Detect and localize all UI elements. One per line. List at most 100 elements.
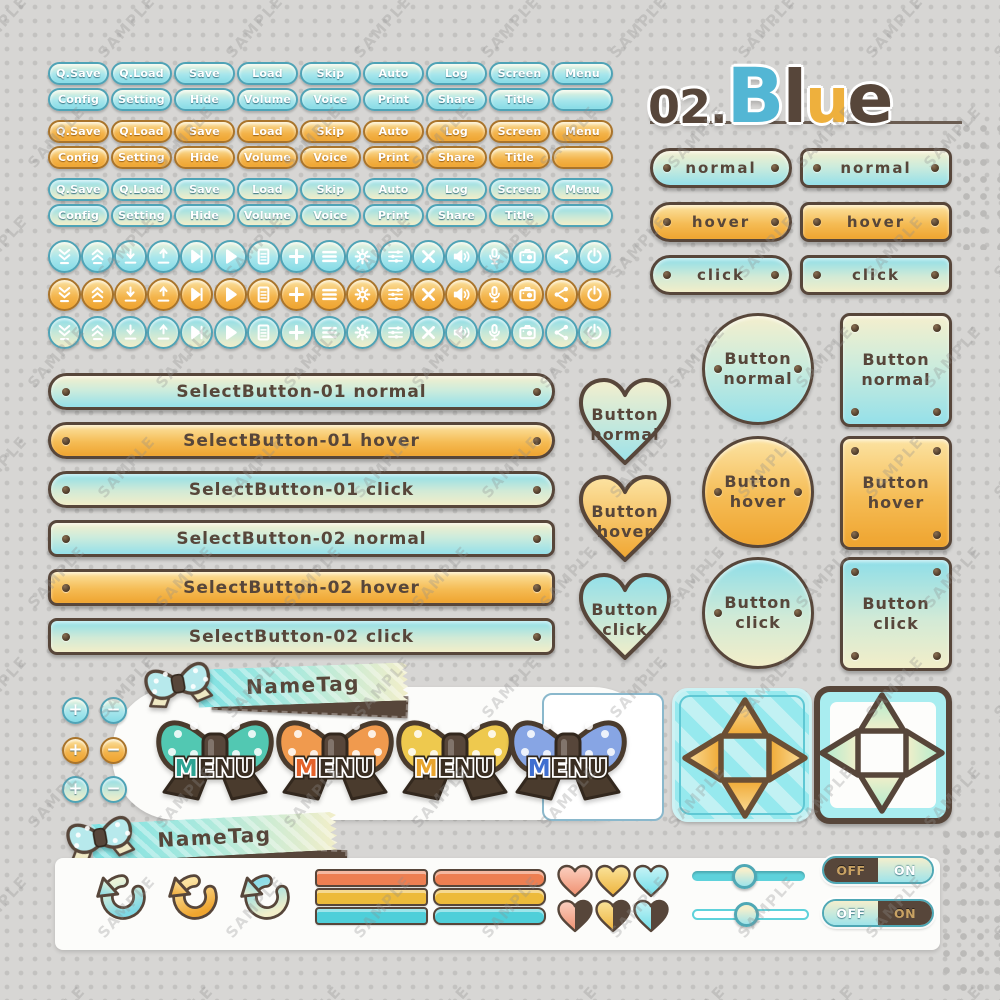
icon-button-chevrons-down[interactable] — [48, 278, 81, 311]
pill-button-load[interactable]: Load — [237, 62, 298, 85]
pill-button-load[interactable]: Load — [237, 120, 298, 143]
menu-bow-button-3[interactable]: MENU MENU MENU — [390, 698, 520, 802]
dpad-up-button[interactable] — [856, 690, 908, 736]
icon-button-menu[interactable] — [312, 316, 346, 349]
icon-button-plus[interactable] — [279, 316, 313, 349]
icon-button-chevrons-down[interactable] — [48, 316, 81, 349]
pill-button-q-load[interactable]: Q.Load — [111, 120, 172, 143]
dpad-right-button[interactable] — [764, 732, 810, 784]
pill-button-skip[interactable]: Skip — [300, 120, 361, 143]
select-button-selectbutton-02-hover[interactable]: SelectButton-02 hover — [48, 569, 555, 606]
icon-button-gear[interactable] — [345, 278, 379, 311]
toggle-off-side[interactable]: OFF — [824, 901, 878, 925]
icon-button-play[interactable] — [213, 316, 247, 349]
pill-button-q-load[interactable]: Q.Load — [111, 178, 172, 201]
icon-button-play[interactable] — [213, 240, 247, 273]
pill-button-voice[interactable]: Voice — [300, 204, 361, 227]
pill-button-print[interactable]: Print — [363, 146, 424, 169]
minus-button[interactable]: − — [100, 736, 127, 764]
heart-button-normal[interactable]: Button normal — [575, 375, 675, 469]
icon-button-document[interactable] — [246, 316, 280, 349]
circle-button-click[interactable]: Button click — [702, 557, 814, 669]
square-button-normal[interactable]: Button normal — [840, 313, 952, 427]
menu-bow-button-4[interactable]: MENU MENU MENU — [503, 698, 633, 802]
pill-button-share[interactable]: Share — [426, 146, 487, 169]
icon-button-chevrons-down[interactable] — [48, 240, 81, 273]
icon-button-download[interactable] — [114, 240, 148, 273]
dpad-down-button[interactable] — [856, 770, 908, 816]
pill-button-log[interactable]: Log — [426, 120, 487, 143]
pill-button-menu[interactable]: Menu — [552, 178, 613, 201]
square-button-click[interactable]: Button click — [840, 557, 952, 671]
heart-button-click[interactable]: Button click — [575, 570, 675, 664]
toggle-off-side[interactable]: OFF — [824, 858, 878, 882]
icon-button-camera[interactable] — [511, 316, 545, 349]
pill-button-voice[interactable]: Voice — [300, 88, 361, 111]
rect-state-button-hover[interactable]: hover — [800, 202, 952, 242]
pill-button-print[interactable]: Print — [363, 204, 424, 227]
circle-button-hover[interactable]: Button hover — [702, 436, 814, 548]
icon-button-download[interactable] — [114, 316, 148, 349]
icon-button-menu[interactable] — [312, 278, 346, 311]
pill-button-config[interactable]: Config — [48, 88, 109, 111]
dpad-right-button[interactable] — [901, 727, 947, 779]
icon-button-speaker[interactable] — [445, 240, 479, 273]
minus-button[interactable]: − — [100, 697, 127, 724]
icon-button-plus[interactable] — [279, 240, 313, 273]
icon-button-sliders[interactable] — [379, 240, 412, 273]
plus-button[interactable]: + — [62, 776, 89, 803]
pill-button-menu[interactable]: Menu — [552, 62, 613, 85]
icon-button-upload[interactable] — [147, 278, 181, 311]
icon-button-camera[interactable] — [511, 278, 545, 311]
pill-button-setting[interactable]: Setting — [111, 204, 172, 227]
pill-button-screen[interactable]: Screen — [489, 120, 550, 143]
icon-button-upload[interactable] — [147, 316, 181, 349]
pill-state-button-click[interactable]: click — [650, 255, 792, 295]
pill-button-blank[interactable] — [552, 88, 613, 111]
pill-button-log[interactable]: Log — [426, 62, 487, 85]
icon-button-power[interactable] — [577, 240, 611, 273]
pill-button-voice[interactable]: Voice — [300, 146, 361, 169]
minus-button[interactable]: − — [100, 776, 127, 803]
icon-button-microphone[interactable] — [478, 316, 512, 349]
icon-button-plus[interactable] — [279, 278, 313, 311]
square-button-hover[interactable]: Button hover — [840, 436, 952, 550]
pill-button-screen[interactable]: Screen — [489, 62, 550, 85]
pill-button-hide[interactable]: Hide — [174, 204, 235, 227]
icon-button-close[interactable] — [412, 278, 446, 311]
rect-state-button-click[interactable]: click — [800, 255, 952, 295]
icon-button-download[interactable] — [114, 278, 148, 311]
icon-button-document[interactable] — [246, 278, 280, 311]
toggle-switch-1[interactable]: OFF ON — [822, 856, 934, 884]
pill-button-blank[interactable] — [552, 204, 613, 227]
pill-button-skip[interactable]: Skip — [300, 178, 361, 201]
slider-knob[interactable] — [734, 902, 760, 927]
dpad-left-button[interactable] — [817, 727, 863, 779]
icon-button-chevrons-up[interactable] — [81, 240, 115, 273]
pill-button-print[interactable]: Print — [363, 88, 424, 111]
pill-button-config[interactable]: Config — [48, 204, 109, 227]
pill-button-log[interactable]: Log — [426, 178, 487, 201]
rect-state-button-normal[interactable]: normal — [800, 148, 952, 188]
pill-button-q-save[interactable]: Q.Save — [48, 62, 109, 85]
pill-button-save[interactable]: Save — [174, 120, 235, 143]
reload-button-blue[interactable] — [96, 870, 150, 924]
pill-button-share[interactable]: Share — [426, 204, 487, 227]
icon-button-speaker[interactable] — [445, 316, 479, 349]
icon-button-gear[interactable] — [345, 316, 379, 349]
icon-button-skip-next[interactable] — [180, 278, 214, 311]
pill-button-share[interactable]: Share — [426, 88, 487, 111]
pill-button-setting[interactable]: Setting — [111, 146, 172, 169]
pill-button-title[interactable]: Title — [489, 204, 550, 227]
pill-button-config[interactable]: Config — [48, 146, 109, 169]
icon-button-camera[interactable] — [511, 240, 545, 273]
icon-button-close[interactable] — [412, 240, 446, 273]
icon-button-power[interactable] — [577, 316, 611, 349]
menu-bow-button-1[interactable]: MENU MENU MENU — [150, 698, 280, 802]
pill-state-button-normal[interactable]: normal — [650, 148, 792, 188]
icon-button-share[interactable] — [544, 316, 578, 349]
icon-button-chevrons-up[interactable] — [81, 278, 115, 311]
icon-button-microphone[interactable] — [478, 278, 512, 311]
icon-button-upload[interactable] — [147, 240, 181, 273]
icon-button-chevrons-up[interactable] — [81, 316, 115, 349]
